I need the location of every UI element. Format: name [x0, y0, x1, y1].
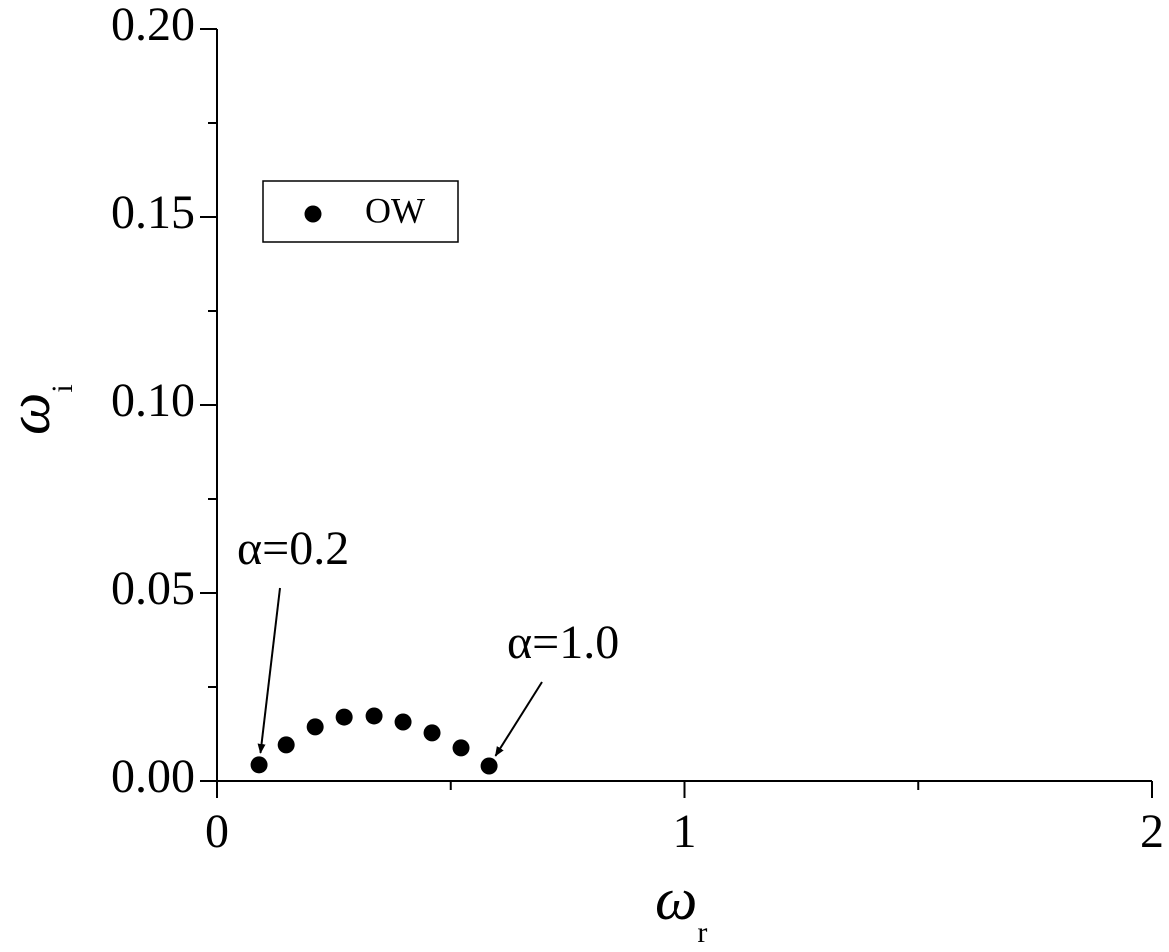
data-point: [335, 708, 353, 726]
data-point: [306, 718, 324, 736]
y-tick-label: 0.15: [111, 186, 195, 239]
data-point: [365, 707, 383, 725]
y-axis-label: ωi: [0, 384, 79, 435]
data-point: [250, 756, 268, 774]
annotation: α=1.0: [507, 616, 619, 669]
annotation-arrow: [257, 587, 281, 754]
data-point: [452, 739, 470, 757]
x-axis-symbol: ω: [655, 866, 697, 932]
y-axis-symbol: ω: [0, 393, 62, 435]
y-tick-label: 0.10: [111, 374, 195, 427]
annotation: α=0.2: [237, 522, 349, 575]
legend-box: [262, 180, 459, 243]
y-tick-label: 0.05: [111, 562, 195, 615]
legend-marker: [304, 205, 322, 223]
y-tick-label: 0.00: [111, 750, 195, 803]
y-tick-label: 0.20: [111, 0, 195, 51]
legend-label: OW: [365, 190, 425, 230]
data-point: [277, 736, 295, 754]
x-tick-label: 0: [205, 805, 229, 858]
data-point: [394, 713, 412, 731]
x-axis-subscript: r: [697, 916, 707, 949]
x-tick-label: 1: [673, 805, 697, 858]
x-tick-label: 2: [1140, 805, 1164, 858]
y-axis-subscript: i: [46, 384, 79, 392]
data-point: [480, 757, 498, 775]
annotation-arrow: [494, 681, 543, 757]
data-point: [423, 724, 441, 742]
x-axis-label: ωr: [655, 866, 707, 949]
